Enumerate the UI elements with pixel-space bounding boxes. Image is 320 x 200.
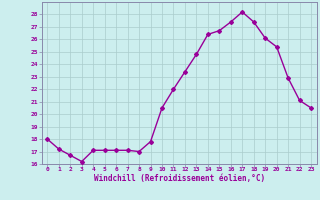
X-axis label: Windchill (Refroidissement éolien,°C): Windchill (Refroidissement éolien,°C) [94, 174, 265, 183]
